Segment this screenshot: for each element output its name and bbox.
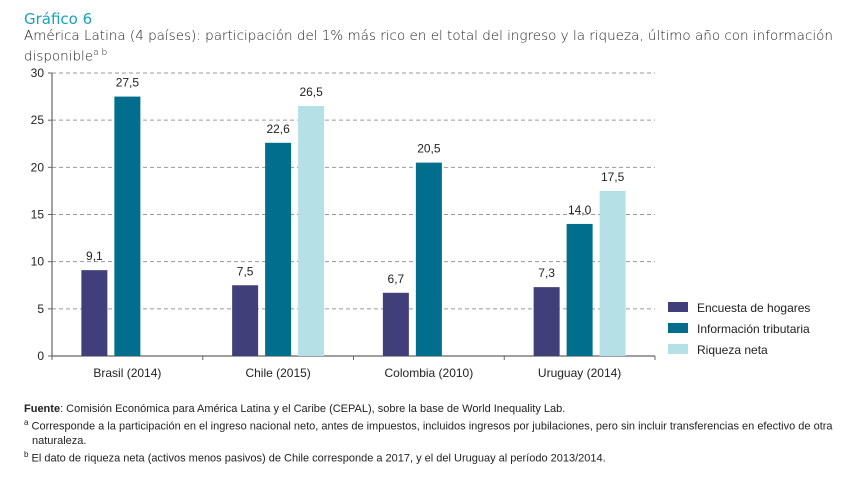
data-label: 20,5 (417, 142, 441, 156)
legend-label: Información tributaria (697, 322, 810, 336)
y-axis: 0 5 10 15 20 25 30 (31, 66, 53, 363)
bar (566, 223, 593, 356)
x-axis: Brasil (2014) Chile (2015) Colombia (2010)… (51, 355, 656, 380)
footnote-b: b El dato de riqueza neta (activos menos… (24, 448, 839, 466)
data-label: 9,1 (86, 249, 103, 263)
x-category-label: Uruguay (2014) (538, 366, 621, 380)
bar (114, 96, 141, 356)
data-label: 7,5 (237, 264, 254, 278)
footnote-a-text: Corresponde a la participación en el ing… (28, 420, 833, 447)
legend-label: Encuesta de hogares (697, 301, 810, 315)
bar (265, 142, 292, 356)
chart-number-title: Gráfico 6 (24, 10, 93, 28)
data-label: 6,7 (388, 272, 405, 286)
legend-swatch (668, 323, 688, 333)
data-label: 14,0 (568, 203, 592, 217)
subtitle-text: América Latina (4 países): participación… (24, 28, 833, 65)
footnote-a-mark: a (24, 418, 29, 427)
legend-swatch (668, 302, 688, 312)
bar (81, 270, 108, 356)
x-category-label: Brasil (2014) (93, 366, 161, 380)
y-tick-label: 15 (31, 208, 45, 222)
source-line: Fuente: Comisión Económica para América … (24, 402, 839, 416)
y-tick-label: 20 (31, 160, 45, 174)
bars (81, 96, 626, 357)
x-category-label: Chile (2015) (245, 366, 310, 380)
legend-swatch (668, 344, 688, 354)
bar (232, 285, 259, 356)
bar (533, 287, 560, 356)
data-label: 26,5 (299, 85, 323, 99)
source-text: : Comisión Económica para América Latina… (60, 403, 566, 415)
y-tick-label: 5 (37, 302, 44, 316)
chart-footer: Fuente: Comisión Económica para América … (24, 402, 839, 465)
y-tick-label: 25 (31, 113, 45, 127)
y-tick-label: 30 (31, 66, 45, 80)
source-label: Fuente (24, 403, 61, 415)
footnote-b-mark: b (24, 449, 29, 459)
x-category-label: Colombia (2010) (385, 366, 474, 380)
gridlines (52, 72, 655, 310)
y-tick-label: 10 (31, 255, 45, 269)
footnote-a: a Corresponde a la participación en el i… (24, 416, 839, 448)
y-tick-label: 0 (37, 349, 44, 363)
bar (298, 106, 325, 357)
footnote-b-text: El dato de riqueza neta (activos menos p… (28, 452, 606, 465)
legend: Encuesta de hogares Información tributari… (668, 301, 810, 357)
subtitle-footnote-marks: a b (93, 48, 108, 58)
bar (599, 190, 626, 356)
data-label: 7,3 (538, 266, 555, 280)
bar-chart: 0 5 10 15 20 25 30 Brasil (2014) Chile (2015) Co… (31, 66, 811, 380)
data-label: 22,6 (266, 122, 290, 136)
data-label: 27,5 (116, 76, 140, 90)
legend-label: Riqueza neta (697, 343, 768, 357)
bar (415, 162, 442, 356)
chart-subtitle: América Latina (4 países): participación… (24, 28, 834, 66)
bar (382, 292, 409, 356)
data-label: 17,5 (601, 170, 625, 184)
data-labels: 9,1 27,5 7,5 22,6 26,5 6,7 20,5 7,3 14,0 17,5 (86, 76, 625, 286)
